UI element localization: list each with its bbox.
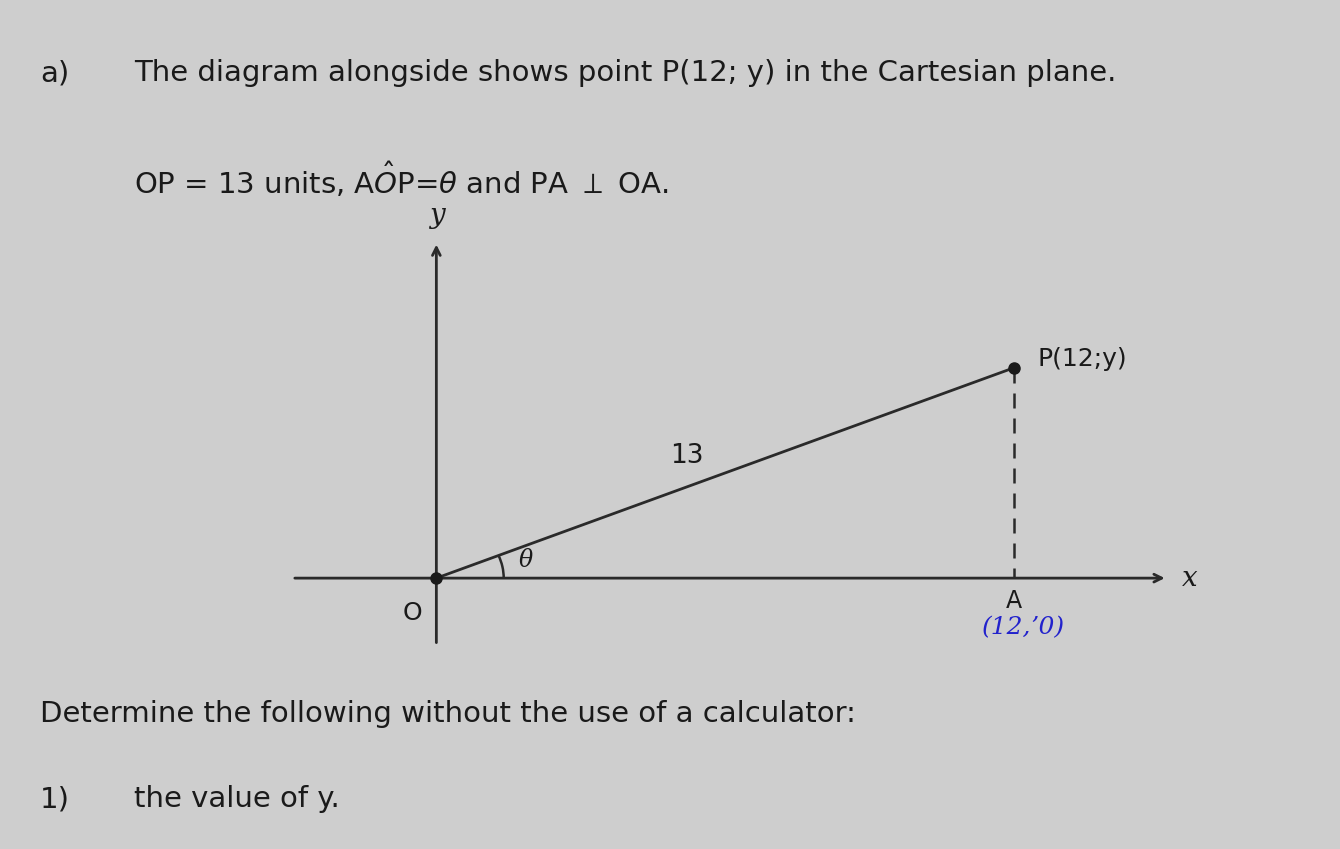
Text: Determine the following without the use of a calculator:: Determine the following without the use … <box>40 700 856 728</box>
Text: O: O <box>402 601 422 625</box>
Text: The diagram alongside shows point P(12; y) in the Cartesian plane.: The diagram alongside shows point P(12; … <box>134 59 1116 87</box>
Text: the value of y.: the value of y. <box>134 785 340 813</box>
Text: (12,ʼ0): (12,ʼ0) <box>982 616 1065 639</box>
Text: A: A <box>1005 588 1021 613</box>
Text: P(12;y): P(12;y) <box>1037 347 1127 372</box>
Text: x: x <box>1182 565 1198 592</box>
Text: θ: θ <box>519 549 532 572</box>
Text: OP = 13 units, A$\hat{O}$P=$\theta$ and PA $\perp$ OA.: OP = 13 units, A$\hat{O}$P=$\theta$ and … <box>134 161 669 200</box>
Text: a): a) <box>40 59 70 87</box>
Text: 1): 1) <box>40 785 70 813</box>
Text: y: y <box>429 202 444 229</box>
Text: 13: 13 <box>670 443 704 469</box>
